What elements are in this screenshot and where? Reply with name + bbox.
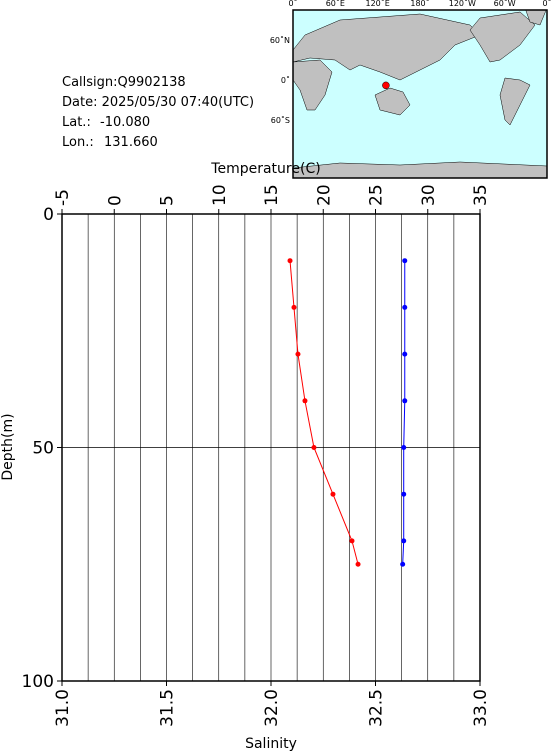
- profile-point: [400, 561, 406, 567]
- x2-tick-label: 30: [419, 184, 439, 206]
- profile-point: [287, 258, 293, 264]
- map-y-tick-label: 60˚N: [270, 35, 290, 45]
- x-tick-label: 32.0: [262, 689, 282, 727]
- profile-point: [291, 304, 297, 310]
- profile-point: [355, 561, 361, 567]
- lat-caption: Lat.:: [62, 115, 91, 130]
- x2-tick-label: 25: [367, 184, 387, 206]
- map-y-tick-label: 60˚S: [271, 115, 290, 125]
- x2-tick-label: -5: [53, 189, 73, 206]
- map-x-tick-label: 0˚: [542, 0, 551, 8]
- profile-point: [349, 538, 355, 544]
- profile-point: [402, 351, 408, 357]
- callsign: Callsign:Q9902138: [62, 75, 186, 90]
- profile-point: [402, 398, 408, 404]
- x-tick-label: 31.5: [158, 689, 178, 727]
- x2-tick-label: 10: [210, 184, 230, 206]
- profile-line: [402, 260, 406, 565]
- profile-point: [401, 538, 407, 544]
- profile-point: [295, 351, 301, 357]
- map-x-tick-label: 120˚W: [449, 0, 476, 8]
- profile-line: [289, 260, 359, 565]
- map: [292, 9, 548, 179]
- x-tick-label: 31.0: [53, 689, 73, 727]
- y-label: Depth(m): [0, 413, 16, 480]
- y-tick-label: 50: [32, 439, 54, 459]
- x-label: Salinity: [245, 736, 297, 751]
- date: Date: 2025/05/30 07:40(UTC): [62, 95, 254, 110]
- map-x-tick-label: 0˚: [288, 0, 297, 8]
- x2-label: Temperature(C): [210, 161, 320, 177]
- profile-point: [402, 304, 408, 310]
- profile-point: [401, 491, 407, 497]
- lon: 131.660: [104, 135, 158, 150]
- plot-frame: [61, 213, 481, 682]
- x2-tick-label: 15: [262, 184, 282, 206]
- x-tick-label: 33.0: [471, 689, 491, 727]
- profile-point: [311, 445, 317, 450]
- map-y-tick-label: 0˚: [281, 75, 290, 85]
- map-x-tick-label: 180˚: [410, 0, 429, 8]
- land: [293, 10, 547, 178]
- station-marker: [382, 81, 390, 90]
- y-tick-label: 0: [43, 205, 54, 225]
- x2-tick-label: 5: [158, 195, 178, 206]
- y-tick-label: 100: [22, 672, 54, 692]
- map-x-tick-label: 120˚E: [366, 0, 390, 8]
- profile-point: [302, 398, 308, 404]
- map-x-tick-label: 60˚W: [494, 0, 516, 8]
- lat: -10.080: [100, 115, 150, 130]
- x2-tick-label: 35: [471, 184, 491, 206]
- map-frame: [292, 9, 548, 179]
- map-x-tick-label: 60˚E: [326, 0, 345, 8]
- x2-tick-label: 0: [105, 195, 125, 206]
- lon-caption: Lon.:: [62, 135, 94, 150]
- profile-point: [401, 445, 407, 450]
- profile-point: [402, 258, 408, 264]
- profile-point: [330, 491, 336, 497]
- x2-tick-label: 20: [314, 184, 334, 206]
- x-tick-label: 32.5: [367, 689, 387, 727]
